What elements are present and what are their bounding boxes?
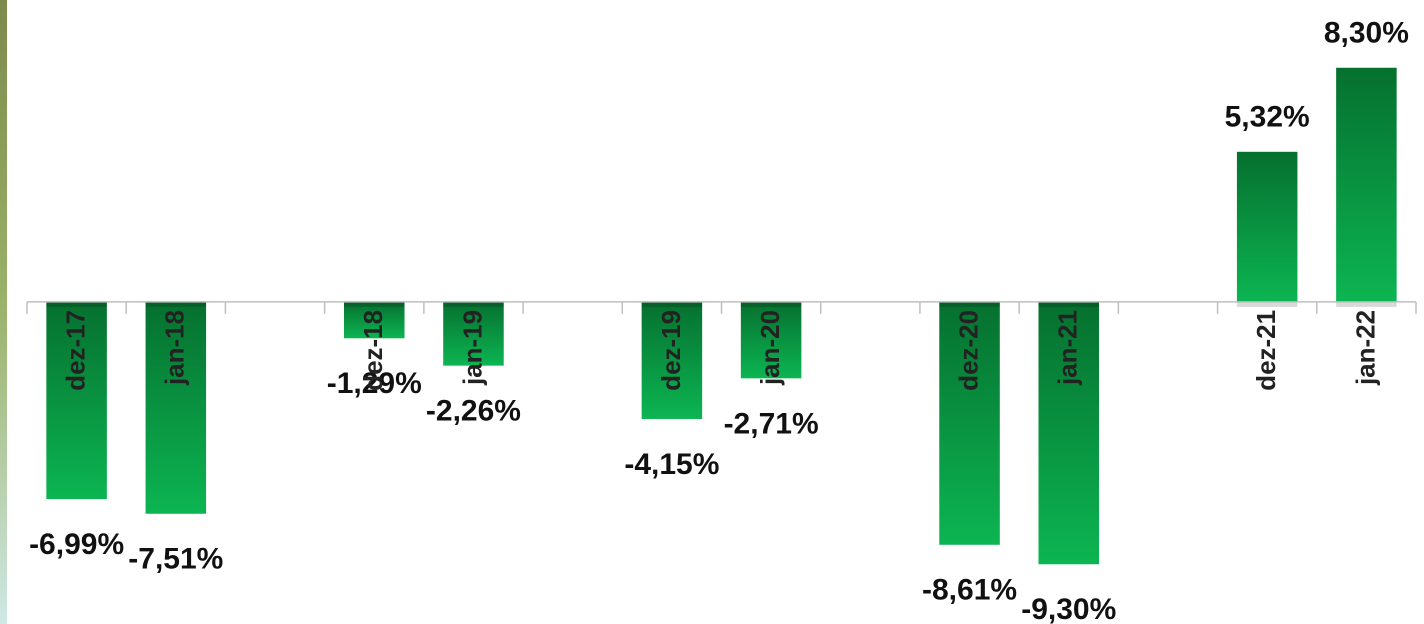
- x-tick-label: dez-19: [656, 310, 686, 391]
- bar-shadow: [740, 300, 802, 307]
- bar: [939, 301, 1000, 545]
- bar: [145, 301, 207, 514]
- x-tick-label: jan-20: [755, 310, 785, 386]
- x-tick-label: dez-20: [953, 310, 983, 391]
- value-label: -9,30%: [1021, 593, 1116, 624]
- value-label: -4,15%: [624, 448, 719, 481]
- bar-shadow: [1336, 300, 1397, 307]
- value-label: -2,26%: [426, 395, 521, 428]
- bar: [641, 301, 703, 419]
- x-tick-label: jan-19: [457, 310, 487, 386]
- bar-shadow: [1236, 300, 1298, 307]
- value-label: -2,71%: [724, 407, 819, 440]
- bar: [1038, 301, 1100, 565]
- value-label: 8,30%: [1324, 17, 1409, 50]
- x-tick-label: dez-17: [60, 310, 90, 391]
- bar: [1236, 151, 1298, 302]
- bar-shadow: [145, 300, 207, 307]
- value-label: -1,29%: [327, 367, 422, 400]
- bar-shadow: [939, 300, 1000, 307]
- value-label: -8,61%: [922, 574, 1017, 607]
- x-tick-label: jan-21: [1053, 310, 1083, 386]
- x-tick-label: jan-18: [160, 310, 190, 386]
- x-tick-label: dez-18: [358, 310, 388, 391]
- bar: [443, 301, 504, 366]
- bar: [1336, 67, 1397, 302]
- bar-shadow: [1038, 300, 1100, 307]
- value-label: 5,32%: [1225, 101, 1310, 134]
- bar: [343, 301, 405, 339]
- x-tick-label: jan-22: [1350, 310, 1380, 386]
- x-tick-label: dez-21: [1251, 310, 1281, 391]
- bar-shadow: [343, 300, 405, 307]
- background-strip: [0, 0, 7, 624]
- bar-shadow: [641, 300, 703, 307]
- bar-shadow: [443, 300, 504, 307]
- value-label: -7,51%: [128, 543, 223, 576]
- bar: [46, 301, 107, 500]
- value-label: -6,99%: [29, 528, 124, 561]
- bar-shadow: [46, 300, 107, 307]
- bar: [740, 301, 802, 379]
